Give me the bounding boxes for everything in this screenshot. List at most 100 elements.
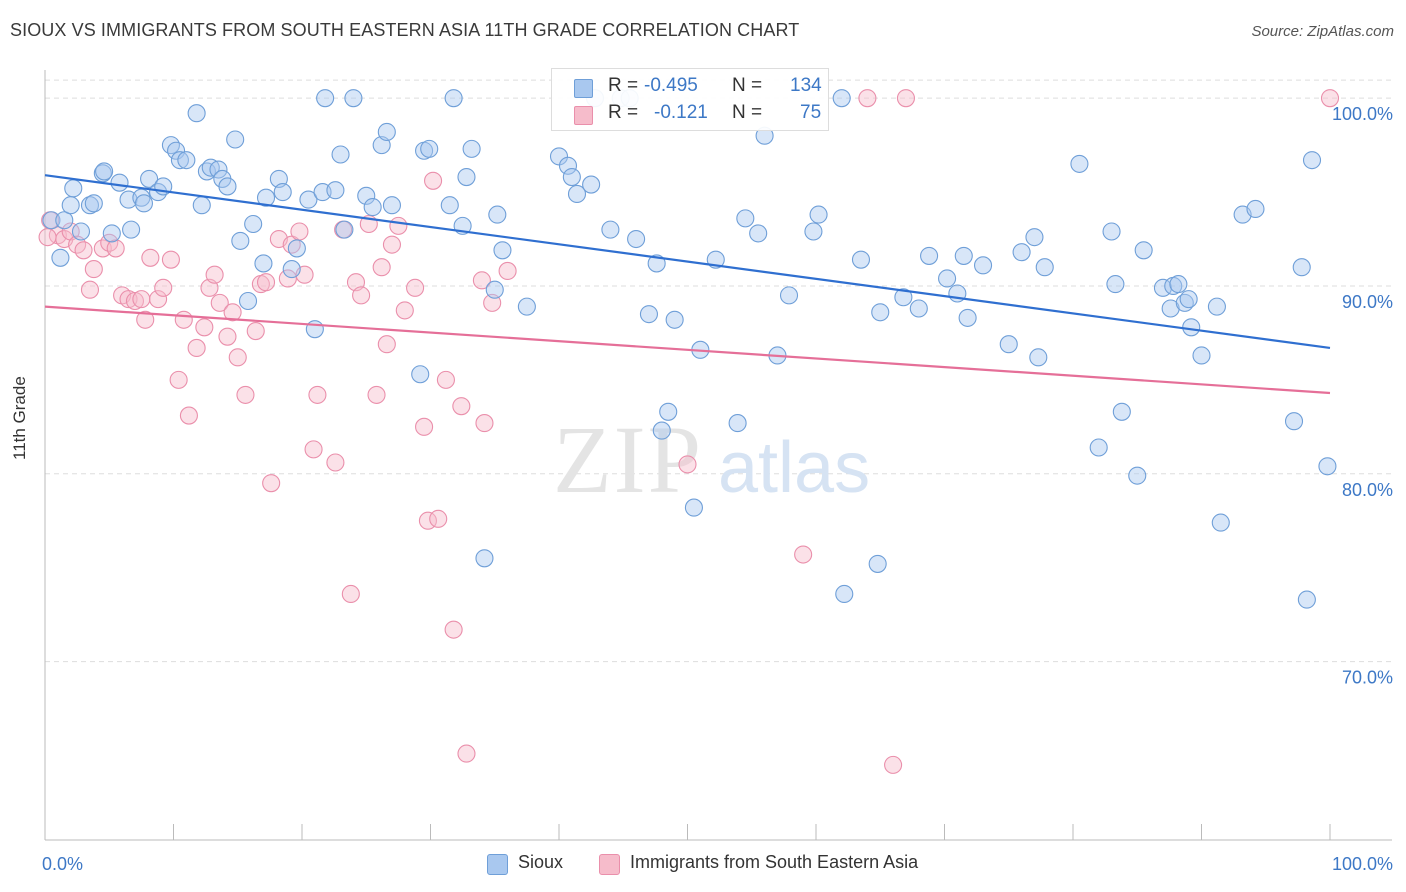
imm-point [218, 327, 237, 346]
imm-point [475, 414, 494, 433]
watermark: ZIP atlas [553, 406, 870, 513]
sioux-point [1318, 457, 1337, 476]
imm-point [1320, 89, 1340, 108]
sioux-point [357, 186, 376, 205]
imm-point [389, 216, 408, 235]
imm-point [472, 271, 491, 290]
sioux-point [1089, 438, 1108, 457]
sioux-point [282, 260, 301, 279]
sioux-point [652, 421, 671, 440]
x-tick-label: 100.0% [1332, 854, 1393, 874]
imm-point [119, 290, 138, 309]
sioux-point [411, 365, 430, 384]
imm-point [424, 171, 443, 190]
sioux-point [938, 269, 957, 288]
sioux-point [804, 222, 823, 241]
imm-point [341, 584, 360, 604]
sioux-point [344, 89, 363, 108]
imm-point [132, 290, 151, 309]
imm-point [223, 303, 242, 322]
sioux-point [55, 211, 74, 230]
imm-point [84, 260, 103, 279]
sioux-point [1035, 258, 1054, 277]
watermark-zip: ZIP [553, 406, 703, 513]
imm-point [457, 744, 476, 763]
sioux-point [102, 224, 121, 243]
imm-point [174, 310, 193, 329]
imm-point [205, 265, 224, 284]
sioux-point [736, 209, 755, 228]
imm-point [444, 620, 463, 639]
imm-point [210, 293, 229, 312]
sioux-point [170, 151, 189, 170]
imm-point [38, 228, 57, 247]
imm-point [326, 453, 345, 472]
sioux-point [1292, 258, 1311, 277]
sioux-point [1025, 228, 1044, 247]
sioux-point [1179, 290, 1198, 309]
trend-lines [44, 174, 1331, 395]
imm-points [38, 89, 1340, 774]
imm-point [304, 440, 323, 459]
sioux-point [639, 305, 659, 324]
imm-point [169, 370, 188, 389]
r-value: -0.495 [644, 75, 698, 96]
sioux-point [84, 194, 103, 213]
imm-point [187, 338, 206, 358]
imm-point [236, 385, 255, 404]
imm-point [406, 278, 425, 297]
grid-lines [45, 79, 1392, 663]
imm-point [395, 301, 414, 320]
sioux-point [485, 280, 504, 299]
sioux-point [493, 241, 512, 260]
n-value: 75 [800, 102, 822, 123]
imm-trend-line [44, 305, 1331, 395]
sioux-point [728, 414, 747, 433]
imm-point [896, 89, 916, 108]
sioux-point [1112, 402, 1131, 421]
imm-point [498, 261, 517, 281]
n-label: N = [732, 75, 763, 96]
source-label: Source: ZipAtlas.com [1251, 23, 1394, 40]
sioux-point [256, 188, 276, 207]
imm-point [195, 318, 214, 337]
imm-point [125, 291, 144, 311]
sioux-point [209, 160, 228, 179]
sioux-point [95, 162, 114, 181]
imm-point [161, 250, 180, 269]
sioux-point [749, 224, 768, 243]
imm-swatch [599, 854, 620, 875]
sioux-point [567, 184, 587, 204]
sioux-point [582, 175, 601, 194]
sioux-point [1128, 466, 1147, 485]
n-label: N = [732, 102, 763, 123]
sioux-point [665, 310, 684, 329]
sioux-point [647, 254, 666, 273]
imm-point [308, 385, 327, 404]
legend-label: Sioux [518, 852, 564, 872]
imm-swatch [574, 106, 593, 125]
sioux-point [1012, 243, 1031, 262]
axes [44, 70, 1392, 841]
sioux-swatch [487, 854, 508, 875]
imm-point [884, 755, 903, 774]
sioux-trend-line [44, 174, 1331, 350]
tick-labels: 70.0% 80.0% 90.0% 100.0% 0.0% 100.0% [42, 104, 1393, 874]
sioux-point [835, 584, 854, 604]
y-tick-label: 80.0% [1342, 480, 1393, 500]
imm-point [382, 235, 402, 254]
sioux-point [779, 286, 799, 305]
sioux-point [363, 198, 382, 217]
sioux-point [1169, 275, 1188, 294]
sioux-point [809, 205, 828, 224]
watermark-atlas: atlas [718, 428, 870, 508]
imm-point [377, 335, 396, 354]
sioux-point [51, 248, 70, 267]
imm-point [367, 385, 386, 404]
sioux-point [659, 402, 678, 421]
sioux-point [316, 89, 335, 108]
sioux-point [488, 205, 507, 224]
r-value: -0.121 [654, 102, 708, 123]
sioux-point [558, 156, 578, 175]
sioux-point [420, 139, 439, 158]
